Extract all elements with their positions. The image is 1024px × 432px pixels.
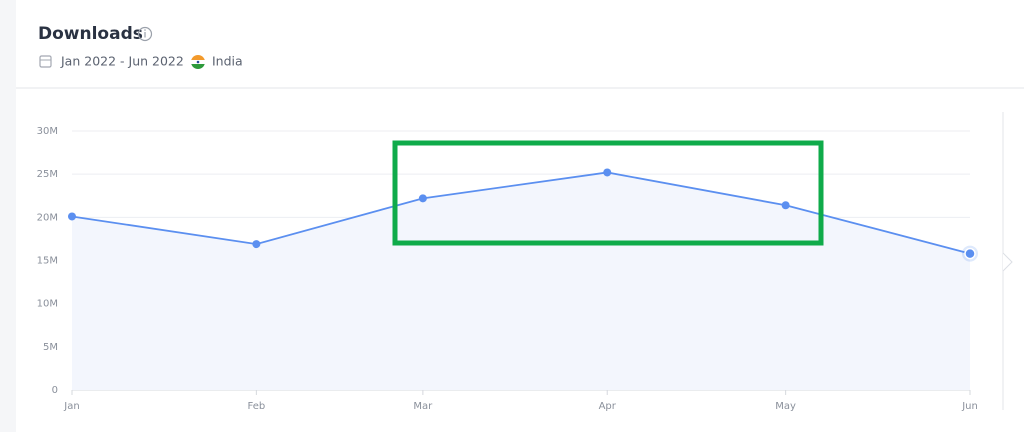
- y-tick-label: 15M: [37, 256, 58, 267]
- calendar-icon: [39, 55, 52, 68]
- info-icon[interactable]: [137, 26, 153, 42]
- x-tick-label: Jun: [961, 401, 978, 412]
- point: [68, 212, 76, 221]
- flag-icon: [191, 55, 205, 69]
- chart-title: Downloads: [38, 24, 143, 44]
- y-tick-label: 30M: [37, 126, 58, 137]
- panel-arrow: [1002, 252, 1013, 272]
- x-tick-label: Jan: [63, 401, 79, 412]
- x-tick-label: Apr: [599, 401, 617, 412]
- area: [72, 172, 970, 390]
- y-tick-label: 5M: [43, 342, 58, 353]
- point: [781, 201, 790, 210]
- point: [252, 240, 261, 249]
- point: [603, 168, 612, 177]
- x-tick-label: May: [775, 401, 796, 412]
- y-tick-label: 10M: [37, 299, 58, 310]
- y-tick-label: 25M: [37, 169, 58, 180]
- y-tick-label: 20M: [37, 212, 58, 223]
- line: [71, 171, 971, 255]
- x-tick-label: Mar: [413, 401, 433, 412]
- x-tick-label: Feb: [247, 401, 265, 412]
- country: India: [212, 54, 243, 69]
- point: [964, 247, 976, 260]
- y-tick-label: 0: [52, 385, 58, 396]
- highlight-box: [392, 140, 824, 246]
- date-range: Jan 2022 - Jun 2022: [60, 54, 184, 69]
- point: [418, 194, 427, 203]
